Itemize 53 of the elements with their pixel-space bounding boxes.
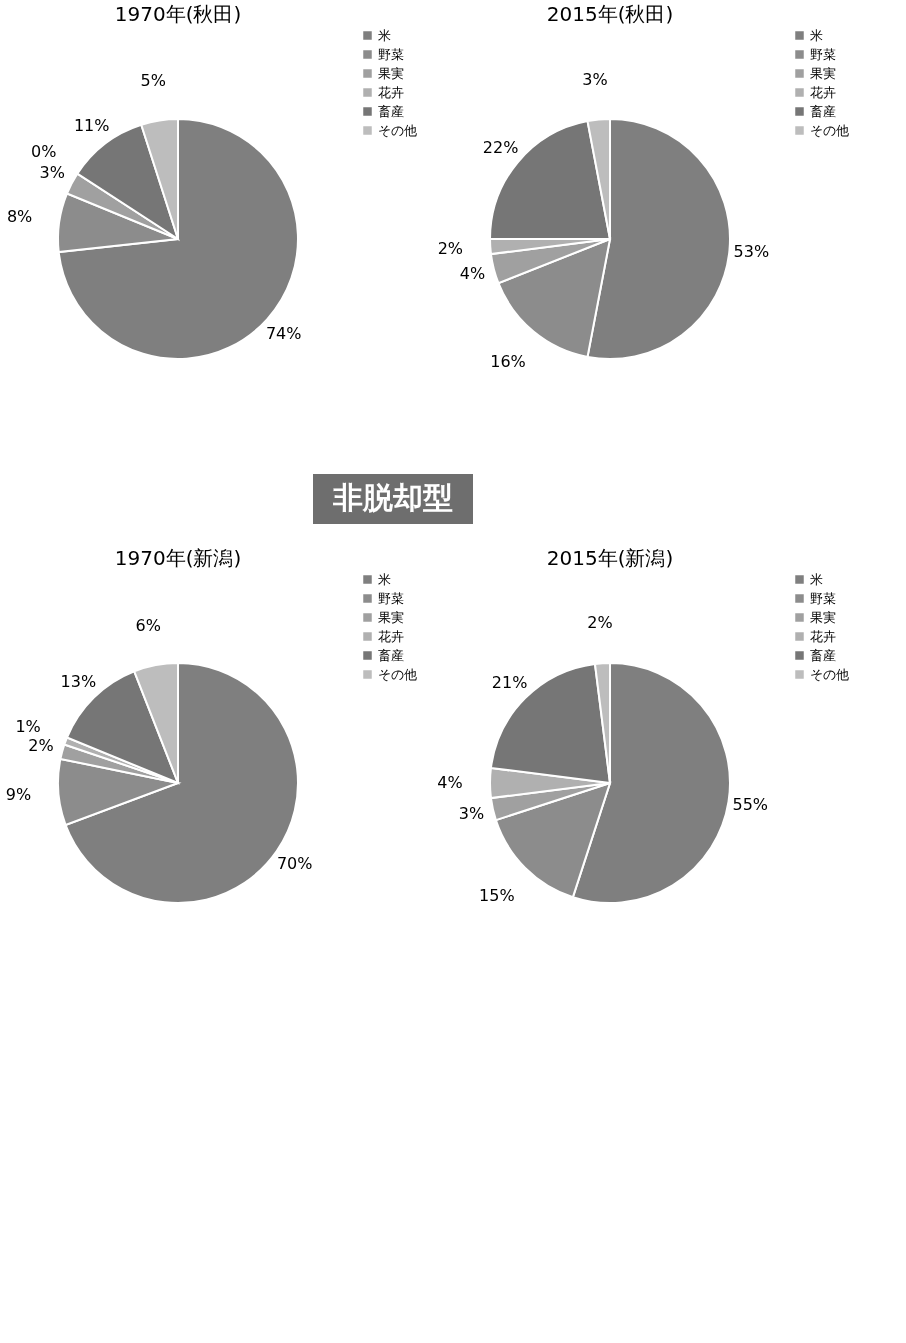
data-label: 2%	[28, 735, 54, 755]
legend-label: 野菜	[810, 46, 836, 62]
data-label: 2%	[587, 613, 613, 633]
data-label: 11%	[73, 116, 110, 136]
legend-label: 畜産	[810, 103, 836, 119]
chart-title: 1970年(新潟)	[114, 546, 242, 570]
data-label: 3%	[39, 163, 65, 183]
data-label: 21%	[491, 672, 528, 692]
legend-label: 果実	[810, 65, 836, 81]
legend-label: その他	[378, 666, 417, 682]
legend-label: 野菜	[378, 590, 404, 606]
chart-title: 1970年(秋田)	[114, 2, 242, 26]
data-label: 13%	[60, 671, 97, 691]
data-label: 16%	[490, 352, 526, 372]
data-label: 5%	[140, 70, 166, 90]
legend-label: 畜産	[378, 103, 404, 119]
data-label: 2%	[437, 239, 464, 259]
data-label: 15%	[479, 886, 515, 906]
data-label: 1%	[15, 716, 41, 736]
legend-label: その他	[378, 122, 417, 138]
data-label: 3%	[458, 803, 485, 823]
data-label: 9%	[5, 785, 32, 805]
data-label: 22%	[482, 138, 519, 158]
legend-label: 米	[378, 27, 391, 43]
data-label: 74%	[265, 323, 302, 343]
legend-label: その他	[810, 122, 849, 138]
text: 0%	[31, 141, 57, 161]
data-label: 55%	[732, 795, 769, 815]
data-label: 70%	[276, 853, 313, 873]
legend-label: 果実	[810, 609, 836, 625]
legend-label: 畜産	[810, 647, 836, 663]
legend-label: 花卉	[378, 84, 404, 100]
chart-title: 2015年(新潟)	[546, 546, 674, 570]
legend-label: 果実	[378, 609, 404, 625]
data-label: 53%	[733, 242, 770, 262]
data-label: 8%	[6, 206, 33, 226]
legend-label: 米	[810, 27, 823, 43]
legend-label: 花卉	[378, 628, 404, 644]
legend-label: 畜産	[378, 647, 404, 663]
legend-label: 野菜	[810, 590, 836, 606]
legend-label: その他	[810, 666, 849, 682]
data-label: 4%	[437, 773, 463, 792]
text: 非脱却型	[332, 480, 453, 515]
legend-label: 米	[810, 571, 823, 587]
data-label: 4%	[459, 264, 486, 284]
legend-label: 米	[378, 571, 391, 587]
data-label: 3%	[582, 69, 608, 89]
legend-label: 花卉	[810, 84, 836, 100]
legend-label: 野菜	[378, 46, 404, 62]
legend-label: 花卉	[810, 628, 836, 644]
data-label: 6%	[135, 615, 162, 635]
chart-title: 2015年(秋田)	[546, 2, 674, 26]
legend-label: 果実	[378, 65, 404, 81]
